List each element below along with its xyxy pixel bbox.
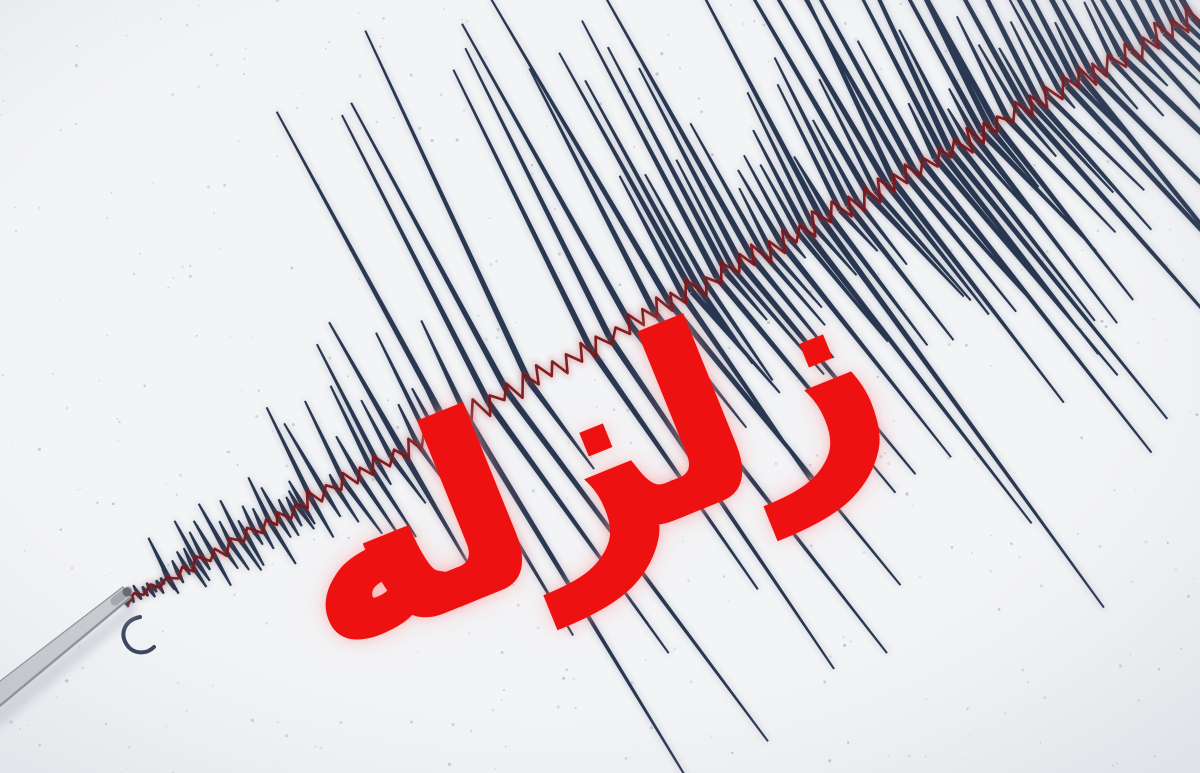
seismogram-photo: زلزله <box>0 0 1200 773</box>
vignette-overlay <box>0 0 1200 773</box>
seismogram-canvas <box>0 0 1200 773</box>
